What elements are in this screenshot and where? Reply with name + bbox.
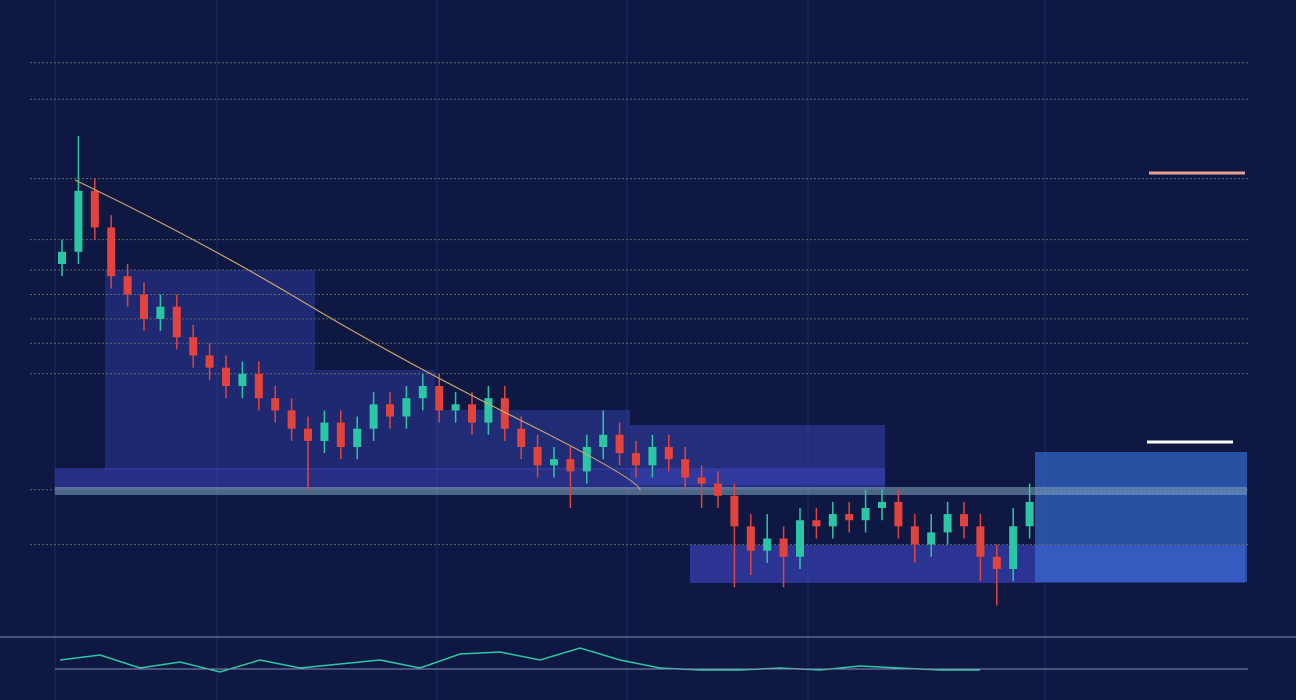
candle-body	[238, 373, 247, 386]
candle-body	[976, 526, 985, 557]
candle-body	[123, 276, 132, 295]
candle-body	[746, 526, 755, 551]
candle-body	[599, 434, 608, 447]
candle-body	[550, 459, 558, 466]
candle-body	[894, 501, 903, 527]
candle-body	[402, 398, 411, 417]
candle-body	[468, 404, 476, 423]
candle-body	[58, 251, 66, 264]
candle-body	[828, 514, 837, 527]
candle-body	[517, 428, 526, 447]
candle-body	[189, 337, 198, 356]
candle-body	[582, 447, 591, 472]
candle-body	[861, 508, 870, 521]
candle-body	[779, 538, 788, 557]
candle-body	[369, 404, 378, 429]
candle-body	[140, 294, 148, 319]
candle-body	[632, 453, 640, 466]
candle-body	[156, 306, 165, 319]
candle-body	[435, 386, 444, 411]
candle-body	[484, 398, 493, 423]
candle-body	[943, 514, 952, 533]
candle-body	[304, 428, 312, 441]
candle-body	[615, 434, 624, 454]
candle-body	[648, 447, 657, 466]
vertical-grid	[54, 0, 1046, 700]
candle-body	[533, 447, 542, 466]
candle-body	[845, 514, 854, 521]
candle-body	[878, 501, 886, 508]
candle-body	[386, 404, 394, 417]
candle-body	[1025, 501, 1034, 527]
candle-body	[992, 556, 1001, 569]
moving-average	[74, 179, 641, 491]
candle-body	[697, 477, 706, 484]
candle-body	[254, 373, 263, 399]
candle-body	[960, 514, 968, 527]
plot	[30, 62, 1248, 606]
candle-body	[205, 355, 214, 368]
candle-body	[74, 190, 83, 252]
candle-body	[500, 398, 509, 429]
candle-body	[320, 422, 329, 441]
candle-body	[664, 447, 673, 460]
candle-body	[90, 190, 99, 228]
candle-body	[418, 386, 427, 399]
candle-body	[172, 306, 181, 338]
candle-body	[681, 459, 690, 478]
candle-body	[812, 520, 821, 527]
candle-body	[566, 459, 575, 472]
candle-body	[1009, 526, 1018, 569]
candle-body	[763, 538, 772, 551]
candle-body	[730, 495, 739, 527]
candle-body	[287, 410, 296, 429]
candle-body	[336, 422, 345, 447]
candle-body	[451, 404, 460, 411]
candle-body	[107, 227, 116, 277]
candle-body	[353, 428, 362, 447]
candle-body	[910, 526, 919, 545]
candle-body	[271, 398, 280, 411]
candle-body	[927, 532, 936, 545]
candle-body	[714, 483, 722, 496]
candle-body	[222, 367, 230, 386]
candle-body	[796, 520, 804, 557]
